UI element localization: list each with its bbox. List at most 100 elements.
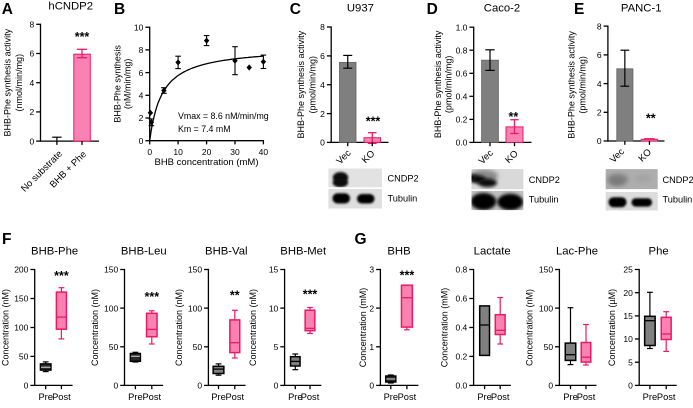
svg-text:150: 150 — [188, 265, 202, 275]
svg-text:Pre: Pre — [128, 392, 142, 402]
svg-text:8: 8 — [320, 22, 325, 32]
svg-text:Pre: Pre — [38, 392, 52, 402]
svg-text:Pre: Pre — [384, 392, 398, 402]
svg-text:30: 30 — [230, 147, 240, 157]
svg-text:F: F — [2, 231, 11, 248]
svg-text:0.4: 0.4 — [456, 92, 468, 102]
svg-text:**: ** — [509, 110, 519, 124]
svg-text:***: *** — [145, 290, 160, 304]
svg-text:0: 0 — [274, 381, 279, 391]
svg-text:BHB concentration (mM): BHB concentration (mM) — [154, 157, 258, 168]
svg-text:Tubulin: Tubulin — [388, 194, 418, 204]
svg-text:0: 0 — [139, 136, 144, 146]
svg-text:2: 2 — [597, 108, 602, 118]
svg-text:0.8: 0.8 — [455, 265, 467, 275]
svg-text:150: 150 — [539, 265, 553, 275]
svg-text:U937: U937 — [347, 3, 374, 15]
svg-text:0.2: 0.2 — [456, 115, 468, 125]
svg-text:50: 50 — [544, 342, 554, 352]
svg-text:20: 20 — [623, 288, 633, 298]
svg-text:(nM/min/mg): (nM/min/mg) — [123, 59, 133, 110]
svg-text:0: 0 — [147, 147, 152, 157]
svg-text:100: 100 — [104, 303, 118, 313]
svg-text:**: ** — [230, 289, 240, 303]
svg-text:BHB-Phe synthesis activity: BHB-Phe synthesis activity — [3, 28, 13, 136]
svg-text:D: D — [427, 1, 438, 18]
svg-text:Concentration (µM): Concentration (µM) — [607, 289, 617, 366]
svg-text:0: 0 — [320, 138, 325, 148]
svg-text:BHB-Val: BHB-Val — [205, 246, 247, 258]
svg-text:***: *** — [54, 269, 69, 283]
svg-text:(pmol/min/mg): (pmol/min/mg) — [444, 56, 454, 114]
svg-text:Tubulin: Tubulin — [529, 195, 559, 205]
svg-text:200: 200 — [14, 265, 28, 275]
svg-text:BHB-Phe synthesis: BHB-Phe synthesis — [113, 45, 123, 123]
svg-text:10: 10 — [173, 147, 183, 157]
svg-text:2: 2 — [320, 109, 325, 119]
svg-text:BHB-Phe: BHB-Phe — [31, 246, 78, 258]
svg-text:0.8: 0.8 — [456, 45, 468, 55]
svg-text:E: E — [574, 1, 584, 18]
svg-text:0: 0 — [628, 381, 633, 391]
svg-text:2: 2 — [369, 303, 374, 313]
svg-text:Vmax = 8.6 nM/min/mg: Vmax = 8.6 nM/min/mg — [178, 111, 269, 121]
svg-text:***: *** — [75, 30, 90, 44]
svg-text:BHB-Leu: BHB-Leu — [121, 246, 167, 258]
svg-text:Post: Post — [491, 392, 510, 402]
svg-text:Concentration (mM): Concentration (mM) — [358, 288, 368, 368]
svg-text:4: 4 — [139, 91, 144, 101]
svg-text:6: 6 — [29, 49, 34, 59]
svg-text:4: 4 — [597, 79, 602, 89]
svg-text:Post: Post — [301, 392, 320, 402]
svg-text:Pre: Pre — [563, 392, 577, 402]
svg-text:Concentration (nM): Concentration (nM) — [248, 289, 258, 366]
svg-text:hCNDP2: hCNDP2 — [48, 1, 93, 13]
svg-text:4: 4 — [320, 80, 325, 90]
svg-text:BHB-Met: BHB-Met — [280, 246, 327, 258]
svg-text:100: 100 — [14, 323, 28, 333]
svg-text:6: 6 — [320, 51, 325, 61]
svg-text:40: 40 — [259, 147, 269, 157]
svg-text:0.2: 0.2 — [455, 352, 467, 362]
svg-text:50: 50 — [193, 342, 203, 352]
svg-text:(pmol/min/mg): (pmol/min/mg) — [578, 56, 588, 114]
svg-text:Post: Post — [657, 392, 676, 402]
svg-text:3: 3 — [369, 265, 374, 275]
svg-text:8: 8 — [29, 20, 34, 30]
svg-text:Post: Post — [398, 392, 417, 402]
svg-text:5: 5 — [628, 357, 633, 367]
svg-text:5: 5 — [274, 342, 279, 352]
svg-text:0: 0 — [369, 381, 374, 391]
svg-text:BHB: BHB — [387, 246, 410, 258]
svg-text:Concentration (nM): Concentration (nM) — [90, 289, 100, 366]
svg-text:BHB-Phe synthesis activity: BHB-Phe synthesis activity — [296, 30, 306, 138]
svg-text:***: *** — [400, 269, 415, 283]
svg-text:Post: Post — [52, 392, 71, 402]
svg-text:(pmol/min/mg): (pmol/min/mg) — [307, 56, 317, 114]
svg-text:Caco-2: Caco-2 — [484, 3, 520, 15]
svg-text:BHB-Phe synthesis activity: BHB-Phe synthesis activity — [433, 30, 443, 138]
svg-text:0: 0 — [29, 136, 34, 146]
svg-text:CNDP2: CNDP2 — [388, 174, 419, 184]
svg-text:***: *** — [303, 288, 318, 302]
svg-text:Post: Post — [142, 392, 161, 402]
svg-text:0.0: 0.0 — [455, 381, 467, 391]
svg-text:***: *** — [366, 115, 381, 129]
svg-text:Phe: Phe — [649, 246, 669, 258]
svg-text:0.4: 0.4 — [455, 323, 467, 333]
svg-text:Tubulin: Tubulin — [663, 195, 693, 205]
svg-text:10: 10 — [134, 22, 144, 32]
svg-text:0.6: 0.6 — [455, 294, 467, 304]
svg-text:100: 100 — [188, 303, 202, 313]
svg-text:50: 50 — [109, 342, 119, 352]
svg-text:Lactate: Lactate — [474, 246, 511, 258]
svg-text:0.6: 0.6 — [456, 69, 468, 79]
svg-text:Pre: Pre — [643, 392, 657, 402]
svg-text:1.0: 1.0 — [456, 22, 468, 32]
svg-text:CNDP2: CNDP2 — [663, 175, 693, 185]
svg-text:Concentration (nM): Concentration (nM) — [525, 289, 535, 366]
svg-text:B: B — [114, 1, 125, 18]
svg-text:0: 0 — [548, 381, 553, 391]
svg-text:6: 6 — [139, 68, 144, 78]
svg-text:4: 4 — [29, 78, 34, 88]
